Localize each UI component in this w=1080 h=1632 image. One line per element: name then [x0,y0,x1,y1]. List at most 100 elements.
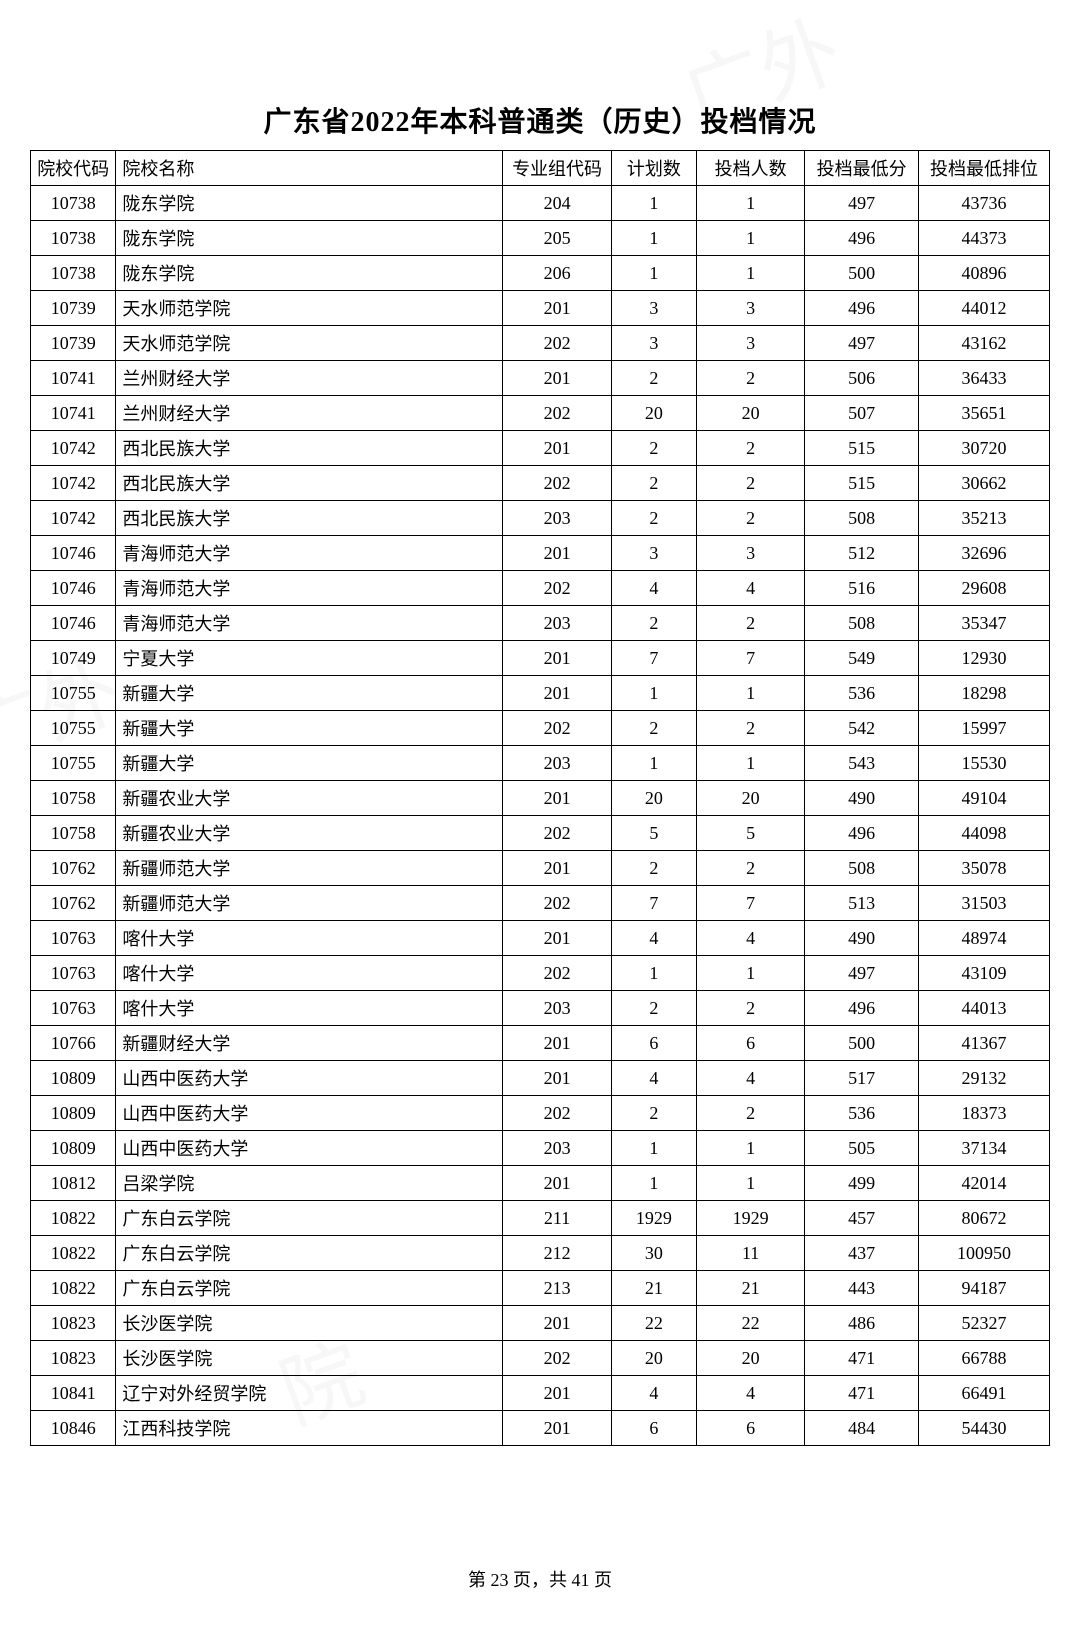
table-cell: 536 [805,676,919,711]
table-cell: 202 [503,326,611,361]
table-cell: 1 [697,956,805,991]
table-row: 10755新疆大学2022254215997 [31,711,1050,746]
table-cell: 兰州财经大学 [116,361,503,396]
table-row: 10739天水师范学院2013349644012 [31,291,1050,326]
table-cell: 10739 [31,291,116,326]
table-cell: 西北民族大学 [116,466,503,501]
table-cell: 1 [611,1166,696,1201]
table-row: 10846江西科技学院2016648454430 [31,1411,1050,1446]
table-cell: 36433 [919,361,1050,396]
table-cell: 211 [503,1201,611,1236]
table-cell: 7 [611,641,696,676]
table-row: 10738陇东学院2041149743736 [31,186,1050,221]
table-cell: 29608 [919,571,1050,606]
table-cell: 2 [611,431,696,466]
table-cell: 兰州财经大学 [116,396,503,431]
table-cell: 201 [503,1306,611,1341]
table-cell: 山西中医药大学 [116,1096,503,1131]
table-cell: 4 [611,571,696,606]
table-cell: 10809 [31,1061,116,1096]
table-row: 10822广东白云学院2111929192945780672 [31,1201,1050,1236]
table-cell: 山西中医药大学 [116,1131,503,1166]
table-cell: 新疆财经大学 [116,1026,503,1061]
table-cell: 1 [697,186,805,221]
table-cell: 202 [503,1096,611,1131]
table-cell: 7 [697,886,805,921]
table-cell: 203 [503,606,611,641]
table-cell: 549 [805,641,919,676]
table-cell: 201 [503,921,611,956]
table-cell: 508 [805,851,919,886]
table-cell: 490 [805,781,919,816]
table-row: 10738陇东学院2061150040896 [31,256,1050,291]
table-row: 10749宁夏大学2017754912930 [31,641,1050,676]
table-cell: 30 [611,1236,696,1271]
table-cell: 新疆农业大学 [116,816,503,851]
table-cell: 10822 [31,1201,116,1236]
table-cell: 536 [805,1096,919,1131]
table-cell: 陇东学院 [116,256,503,291]
table-cell: 喀什大学 [116,956,503,991]
table-cell: 5 [611,816,696,851]
table-cell: 508 [805,501,919,536]
table-cell: 35213 [919,501,1050,536]
table-cell: 4 [611,1061,696,1096]
table-cell: 10823 [31,1341,116,1376]
table-cell: 20 [611,781,696,816]
table-cell: 4 [697,571,805,606]
table-cell: 陇东学院 [116,221,503,256]
table-cell: 201 [503,536,611,571]
table-row: 10841辽宁对外经贸学院2014447166491 [31,1376,1050,1411]
table-cell: 1 [611,956,696,991]
table-cell: 1 [697,1166,805,1201]
table-cell: 10846 [31,1411,116,1446]
table-cell: 18298 [919,676,1050,711]
footer-text: 页，共 [509,1570,572,1590]
table-cell: 10739 [31,326,116,361]
table-cell: 496 [805,221,919,256]
table-cell: 517 [805,1061,919,1096]
table-cell: 10746 [31,536,116,571]
table-cell: 广东白云学院 [116,1236,503,1271]
table-row: 10809山西中医药大学2022253618373 [31,1096,1050,1131]
table-cell: 20 [697,781,805,816]
table-cell: 1 [697,676,805,711]
header-school-name: 院校名称 [116,151,503,186]
table-cell: 2 [697,711,805,746]
table-row: 10809山西中医药大学2031150537134 [31,1131,1050,1166]
table-cell: 516 [805,571,919,606]
table-cell: 10758 [31,781,116,816]
table-cell: 202 [503,886,611,921]
table-cell: 2 [611,851,696,886]
table-cell: 2 [611,1096,696,1131]
table-cell: 10738 [31,186,116,221]
table-cell: 10755 [31,746,116,781]
table-cell: 10763 [31,921,116,956]
table-cell: 天水师范学院 [116,291,503,326]
table-cell: 543 [805,746,919,781]
footer-total: 41 [572,1570,590,1590]
table-cell: 21 [611,1271,696,1306]
table-cell: 484 [805,1411,919,1446]
table-cell: 20 [611,1341,696,1376]
table-cell: 42014 [919,1166,1050,1201]
table-cell: 6 [611,1026,696,1061]
table-cell: 66788 [919,1341,1050,1376]
table-cell: 1 [611,186,696,221]
table-cell: 201 [503,851,611,886]
table-cell: 15530 [919,746,1050,781]
table-cell: 1 [611,1131,696,1166]
table-cell: 30662 [919,466,1050,501]
table-cell: 201 [503,361,611,396]
table-cell: 507 [805,396,919,431]
footer-text: 第 [468,1570,491,1590]
table-cell: 宁夏大学 [116,641,503,676]
table-cell: 1 [697,746,805,781]
table-cell: 496 [805,991,919,1026]
table-cell: 506 [805,361,919,396]
table-body: 10738陇东学院204114974373610738陇东学院205114964… [31,186,1050,1446]
table-cell: 44098 [919,816,1050,851]
header-admit-count: 投档人数 [697,151,805,186]
table-cell: 500 [805,1026,919,1061]
table-cell: 202 [503,956,611,991]
